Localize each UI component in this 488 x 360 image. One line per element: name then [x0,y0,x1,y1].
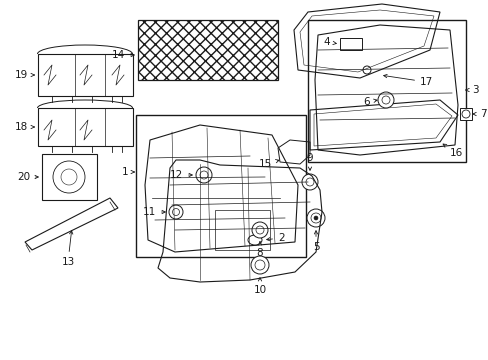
Text: 11: 11 [142,207,165,217]
Text: 7: 7 [472,109,486,119]
Bar [138,20,278,80]
Text: 1: 1 [121,167,134,177]
Text: 17: 17 [383,75,432,87]
Bar [339,38,361,50]
Text: 12: 12 [169,170,192,180]
Circle shape [251,222,267,238]
Text: 4: 4 [323,37,336,47]
Circle shape [196,167,212,183]
Text: 20: 20 [17,172,38,182]
Text: 5: 5 [312,231,319,252]
Text: 9: 9 [306,153,313,170]
Circle shape [302,174,317,190]
Text: 18: 18 [15,122,34,132]
Text: 14: 14 [112,50,134,60]
Bar [459,108,471,120]
Text: 15: 15 [258,159,279,169]
Bar [136,115,305,257]
Circle shape [306,209,325,227]
Circle shape [313,216,317,220]
Bar [307,20,465,162]
Text: 2: 2 [266,233,284,243]
Circle shape [377,92,393,108]
Bar [38,54,133,96]
Bar [38,108,133,146]
Text: 16: 16 [442,144,462,158]
Circle shape [250,256,268,274]
Ellipse shape [247,235,262,245]
Text: 6: 6 [363,97,376,107]
Circle shape [169,205,183,219]
Text: 8: 8 [256,242,263,258]
Text: 19: 19 [15,70,34,80]
Text: 3: 3 [465,85,478,95]
Bar [42,154,97,200]
Text: 10: 10 [253,278,266,295]
Text: 13: 13 [61,231,75,267]
Bar [215,210,269,250]
